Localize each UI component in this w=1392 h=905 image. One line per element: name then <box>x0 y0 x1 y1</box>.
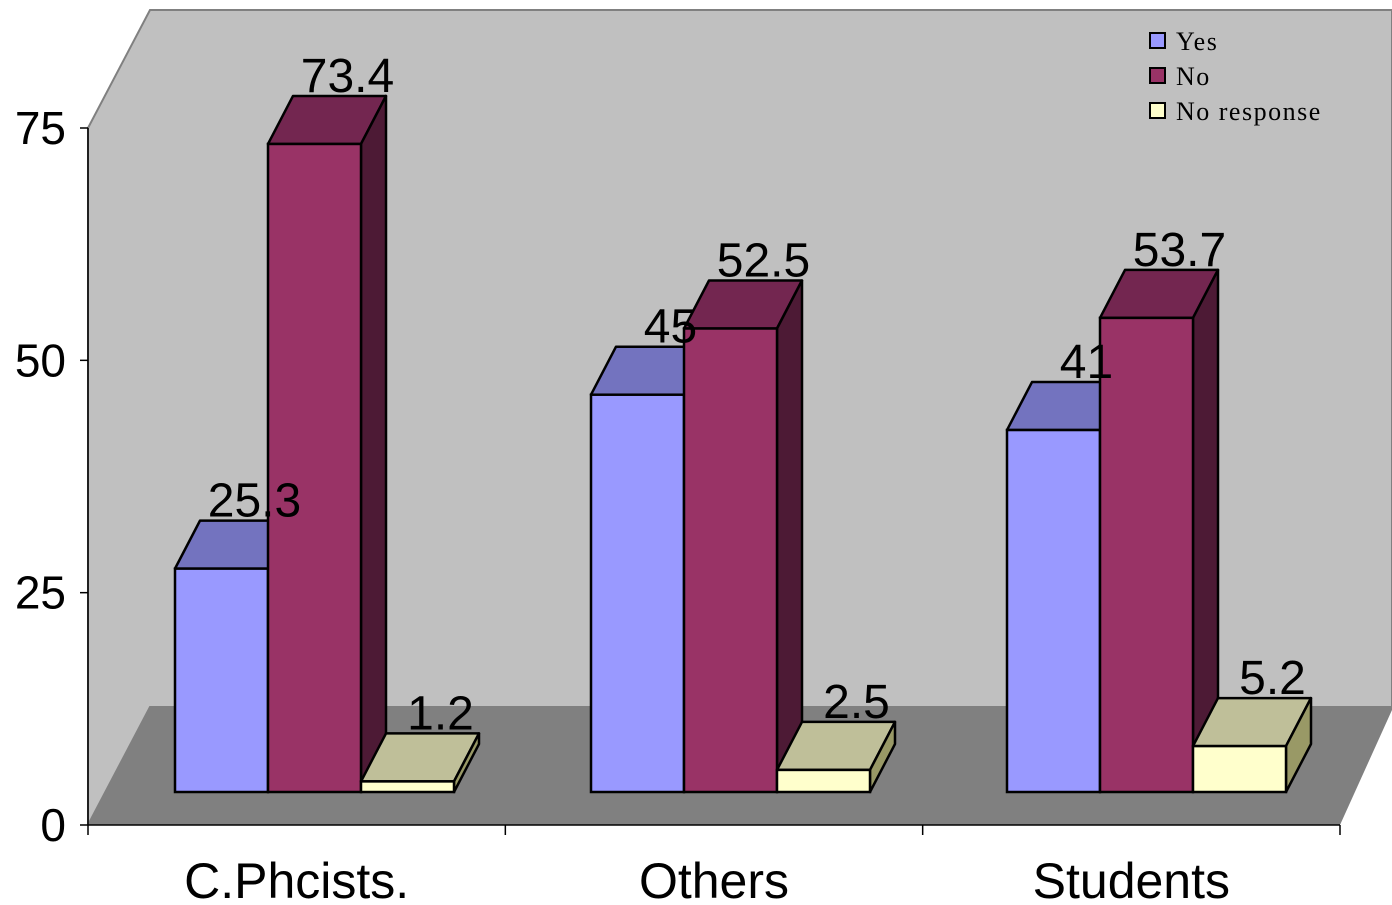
bar-front <box>173 567 270 794</box>
legend-swatch <box>1149 32 1166 49</box>
data-label: 2.5 <box>823 676 890 729</box>
bar <box>682 279 804 794</box>
legend-item: No response <box>1149 97 1322 126</box>
data-label: 41 <box>1060 336 1113 389</box>
x-tick-label: Others <box>639 853 789 905</box>
legend-label: No <box>1176 62 1211 91</box>
legend-swatch <box>1149 67 1166 84</box>
bar-front <box>266 142 363 794</box>
data-label: 1.2 <box>407 687 474 740</box>
bar <box>775 720 897 794</box>
bar-front <box>1098 316 1195 794</box>
bar-front <box>775 768 872 794</box>
legend-swatch <box>1149 102 1166 119</box>
data-label: 5.2 <box>1239 652 1306 705</box>
data-label: 53.7 <box>1133 224 1226 277</box>
data-label: 73.4 <box>301 50 394 103</box>
legend-item: Yes <box>1149 27 1218 56</box>
data-label: 45 <box>644 301 697 354</box>
y-axis: 0 25 50 75 <box>15 102 88 851</box>
bar-side <box>775 279 804 794</box>
legend-label: Yes <box>1176 27 1218 56</box>
y-tick-label: 75 <box>15 102 66 154</box>
y-tick-label: 25 <box>15 567 66 619</box>
bar-side <box>359 94 388 794</box>
bar-front <box>359 780 456 794</box>
legend-label: No response <box>1176 97 1322 126</box>
data-label: 52.5 <box>717 234 810 287</box>
bar <box>266 94 388 794</box>
bars <box>173 94 1313 794</box>
bar-front <box>589 393 686 794</box>
y-tick-label: 0 <box>40 799 66 851</box>
legend: Yes No No response <box>1149 27 1322 126</box>
bar <box>1098 268 1220 794</box>
x-tick-label: Students <box>1033 853 1230 905</box>
bar-front <box>1005 428 1102 794</box>
x-axis: C.Phcists. Others Students <box>87 825 1341 905</box>
bar <box>359 732 481 794</box>
data-label: 25.3 <box>208 475 301 528</box>
data-labels: 25.3 73.4 1.2 45 52.5 2.5 41 53.7 5.2 <box>208 50 1306 740</box>
bar <box>1191 696 1313 794</box>
y-tick-label: 50 <box>15 334 66 386</box>
bar-front <box>682 327 779 794</box>
bar-front <box>1191 744 1288 794</box>
x-tick-label: C.Phcists. <box>184 853 409 905</box>
legend-item: No <box>1149 62 1211 91</box>
